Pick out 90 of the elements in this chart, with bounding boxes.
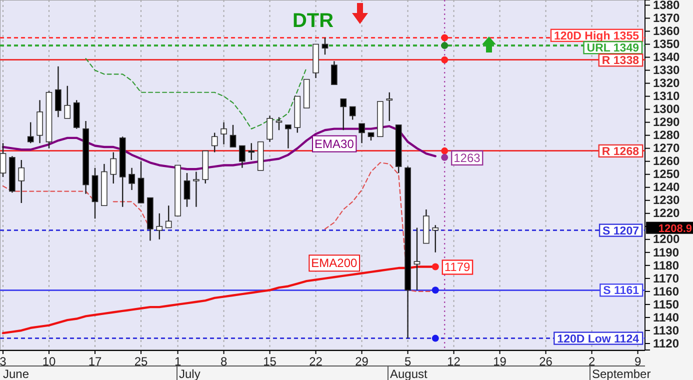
candlestick bbox=[193, 171, 200, 208]
candlestick bbox=[276, 116, 282, 131]
y-tick-label: 1140 bbox=[653, 310, 680, 324]
candlestick bbox=[331, 60, 338, 85]
candlestick bbox=[18, 159, 25, 204]
ref-line-label: 120D Low 1124 bbox=[557, 333, 640, 346]
candlestick bbox=[165, 204, 172, 228]
candlestick bbox=[414, 227, 420, 291]
text: 1208.9 bbox=[658, 222, 692, 235]
data-label: 1263 bbox=[454, 150, 481, 165]
y-tick-label: 1240 bbox=[653, 180, 680, 194]
y-tick-label: 1160 bbox=[653, 284, 680, 298]
y-tick-label: 1270 bbox=[653, 141, 680, 156]
candlestick bbox=[312, 44, 319, 79]
candlestick bbox=[239, 145, 246, 168]
y-tick-label: 1350 bbox=[653, 37, 680, 52]
candlestick bbox=[9, 156, 16, 194]
candlestick bbox=[82, 120, 89, 194]
candlestick bbox=[138, 160, 144, 204]
x-tick-label: 15 bbox=[263, 354, 277, 369]
candlestick bbox=[110, 152, 117, 184]
y-tick-label: 1230 bbox=[653, 193, 680, 208]
x-tick-label: 8 bbox=[220, 354, 228, 369]
y-tick-label: 1150 bbox=[653, 297, 680, 312]
ref-line-label: S 1207 bbox=[602, 225, 639, 238]
x-tick-label: 2 bbox=[588, 354, 596, 369]
x-tick-label: 12 bbox=[447, 354, 461, 369]
y-tick-label: 1220 bbox=[653, 206, 680, 220]
candlestick bbox=[101, 163, 108, 206]
y-tick-label: 1330 bbox=[653, 63, 680, 78]
candlestick bbox=[220, 122, 227, 146]
candlestick bbox=[55, 66, 62, 118]
candlestick bbox=[340, 98, 347, 131]
text: June bbox=[3, 367, 30, 380]
series-label: EMA200 bbox=[311, 256, 358, 270]
candlestick bbox=[423, 208, 430, 244]
x-tick-label: 29 bbox=[355, 354, 369, 369]
candlestick bbox=[184, 172, 190, 208]
candlestick bbox=[266, 115, 273, 142]
y-tick-label: 1120 bbox=[653, 336, 680, 350]
y-tick-label: 1340 bbox=[653, 50, 680, 64]
candlestick bbox=[156, 212, 163, 240]
ref-line-label: R 1268 bbox=[602, 146, 640, 158]
y-tick-label: 1260 bbox=[653, 154, 680, 168]
x-tick-label: 3 bbox=[0, 354, 7, 369]
y-tick-label: 1280 bbox=[653, 128, 680, 142]
candlestick bbox=[322, 37, 328, 56]
y-tick-label: 1320 bbox=[653, 76, 680, 90]
x-tick-label: 26 bbox=[539, 354, 553, 369]
y-tick-label: 1180 bbox=[653, 258, 680, 272]
y-tick-label: 1370 bbox=[653, 11, 680, 26]
candlestick bbox=[285, 124, 292, 149]
candlestick bbox=[248, 142, 255, 161]
candlestick bbox=[0, 142, 6, 178]
ref-line-label: 120D High 1355 bbox=[554, 30, 640, 42]
x-tick-label: 17 bbox=[88, 354, 102, 369]
candlestick bbox=[64, 85, 71, 119]
x-tick-label: 22 bbox=[309, 354, 323, 369]
y-tick-label: 1250 bbox=[653, 167, 680, 182]
x-tick-label: 1 bbox=[174, 354, 182, 369]
candlestick bbox=[211, 132, 218, 153]
y-tick-label: 1190 bbox=[653, 245, 680, 260]
y-tick-label: 1130 bbox=[653, 323, 680, 338]
x-tick-label: 25 bbox=[134, 354, 148, 369]
ref-line-label: S 1161 bbox=[603, 285, 640, 298]
candlestick bbox=[386, 92, 393, 122]
candlestick bbox=[119, 136, 126, 208]
ref-line-label: URL 1349 bbox=[586, 42, 639, 55]
x-tick-label: 5 bbox=[404, 354, 412, 369]
candlestick bbox=[92, 167, 98, 220]
y-tick-label: 1170 bbox=[653, 271, 680, 286]
y-tick-label: 1200 bbox=[653, 232, 680, 246]
x-tick-label: 10 bbox=[42, 354, 56, 369]
candlestick bbox=[432, 224, 439, 254]
y-tick-label: 1380 bbox=[653, 0, 680, 12]
candlestick bbox=[128, 167, 135, 191]
x-tick-label: 9 bbox=[634, 354, 642, 369]
annotation: DTR bbox=[292, 10, 334, 32]
data-label: 1179 bbox=[444, 260, 471, 274]
candlestick bbox=[27, 122, 34, 144]
candlestick bbox=[36, 100, 43, 144]
candlestick bbox=[230, 124, 236, 148]
y-tick-label: 1290 bbox=[653, 115, 680, 130]
ref-line-label: R 1338 bbox=[602, 55, 640, 68]
y-tick-label: 1310 bbox=[653, 89, 680, 104]
series-label: EMA30 bbox=[314, 136, 354, 151]
y-tick-label: 1360 bbox=[653, 24, 680, 38]
candlestick bbox=[358, 123, 365, 144]
y-tick-label: 1300 bbox=[653, 102, 680, 116]
x-tick-label: 19 bbox=[493, 354, 507, 369]
